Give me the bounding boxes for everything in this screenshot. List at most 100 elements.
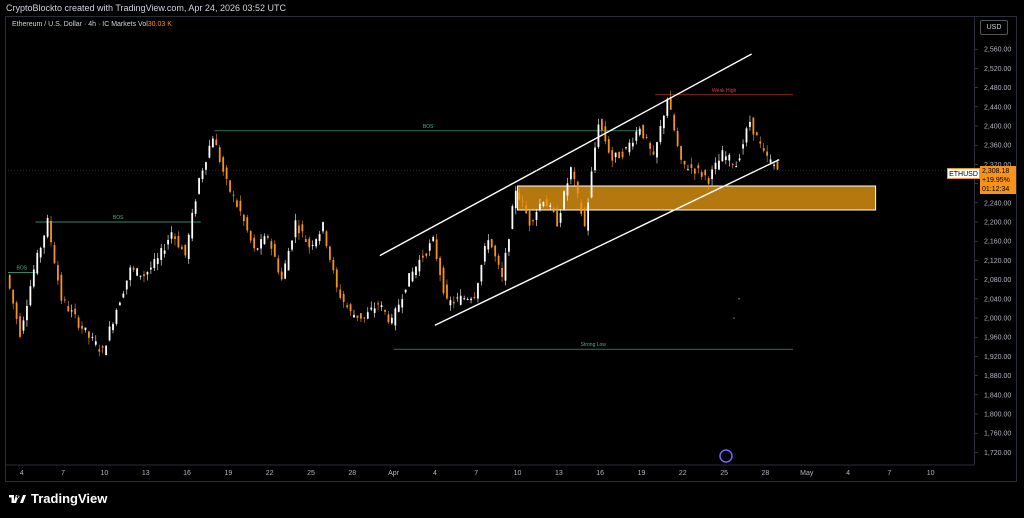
x-tick-label: 19 — [224, 470, 232, 477]
candle-body — [645, 136, 648, 138]
candle-body — [704, 169, 707, 176]
candle-body — [473, 296, 476, 299]
x-tick-label: 28 — [762, 470, 770, 477]
candle-body — [380, 305, 383, 308]
candle-body — [456, 297, 459, 299]
structure-level-label: BOS — [423, 124, 434, 130]
candle-body — [583, 208, 586, 227]
candle-body — [287, 250, 290, 271]
candle-body — [270, 241, 273, 249]
candle-body — [346, 305, 349, 308]
candle-body — [359, 313, 362, 319]
candle-body — [77, 317, 80, 328]
candle-body — [146, 272, 149, 275]
candle-body — [697, 165, 700, 169]
tradingview-logo-icon — [9, 494, 26, 503]
candle-body — [263, 236, 266, 245]
candle-body — [342, 293, 345, 302]
y-tick-label: 2,560.00 — [984, 47, 1011, 54]
candle-body — [487, 240, 490, 250]
candle-body — [576, 181, 579, 194]
candle-body — [236, 200, 238, 207]
candle-body — [246, 217, 249, 231]
candle-body — [112, 323, 114, 331]
candle-body — [57, 265, 59, 281]
y-tick-label: 2,040.00 — [984, 296, 1011, 303]
candle-body — [29, 286, 32, 306]
candle-body — [353, 314, 355, 318]
candle-body — [60, 274, 63, 301]
candle-body — [669, 97, 672, 110]
candle-body — [408, 273, 410, 287]
candle-body — [539, 203, 541, 210]
candle-body — [108, 326, 111, 341]
y-tick-label: 2,200.00 — [984, 220, 1011, 227]
candle-body — [273, 243, 276, 257]
candle-body — [84, 327, 87, 331]
candle-body — [74, 308, 77, 315]
chart-legend: Ethereum / U.S. Dollar · 4h · IC Markets… — [12, 21, 172, 28]
x-tick-label: 25 — [307, 470, 315, 477]
candle-body — [525, 205, 528, 214]
candle-body — [483, 246, 486, 262]
price-axis[interactable] — [974, 17, 1017, 465]
candle-body — [280, 271, 283, 280]
candle-body — [508, 239, 510, 252]
y-tick-label: 2,520.00 — [984, 66, 1011, 73]
candle-body — [170, 232, 173, 239]
candle-body — [339, 289, 342, 298]
x-tick-label: 10 — [101, 470, 109, 477]
candle-body — [590, 171, 593, 198]
candle-body — [349, 304, 352, 312]
y-tick-label: 2,240.00 — [984, 200, 1011, 207]
candle-body — [600, 119, 603, 131]
candle-body — [711, 169, 713, 180]
candle-body — [652, 151, 655, 155]
candle-body — [242, 214, 245, 222]
candle-body — [335, 269, 338, 288]
candle-body — [122, 293, 125, 298]
candle-body — [501, 268, 503, 277]
x-tick-label: 13 — [142, 470, 150, 477]
candle-body — [394, 308, 397, 326]
candle-body — [755, 132, 758, 136]
chart-frame — [5, 16, 1017, 482]
candle-body — [545, 199, 548, 207]
candle-body — [470, 298, 472, 301]
last-price: 2,308.18 — [982, 168, 1010, 175]
y-tick-label: 1,960.00 — [984, 335, 1011, 342]
candle-body — [12, 289, 15, 304]
candle-body — [377, 303, 380, 305]
y-tick-label: 1,840.00 — [984, 392, 1011, 399]
candle-body — [714, 162, 717, 170]
candle-body — [249, 231, 252, 241]
candle-body — [662, 115, 665, 129]
candle-body — [666, 98, 669, 116]
candle-body — [384, 310, 386, 312]
x-tick-label: 7 — [61, 470, 65, 477]
candle-body — [435, 239, 438, 259]
candle-body — [301, 224, 304, 232]
candle-body — [580, 203, 583, 215]
x-tick-label: May — [800, 470, 814, 477]
candle-body — [50, 220, 52, 243]
candle-body — [542, 201, 545, 207]
supply-zone — [517, 185, 877, 211]
candle-body — [728, 154, 731, 161]
candle-body — [187, 234, 190, 259]
y-tick-label: 2,320.00 — [984, 162, 1011, 169]
y-tick-label: 1,800.00 — [984, 412, 1011, 419]
candle-body — [32, 269, 35, 287]
x-tick-label: 7 — [887, 470, 891, 477]
last-price-tag: 2,308.18 +19.95% 01:12:34 — [980, 166, 1016, 194]
y-tick-label: 2,160.00 — [984, 239, 1011, 246]
candle-body — [311, 244, 314, 246]
candle-body — [19, 316, 21, 337]
currency-button[interactable]: USD — [980, 20, 1008, 35]
candle-body — [463, 298, 466, 300]
candle-body — [208, 145, 211, 158]
tradingview-logo[interactable]: TradingView — [8, 491, 107, 506]
y-tick-label: 2,400.00 — [984, 124, 1011, 131]
candle-body — [449, 300, 452, 306]
